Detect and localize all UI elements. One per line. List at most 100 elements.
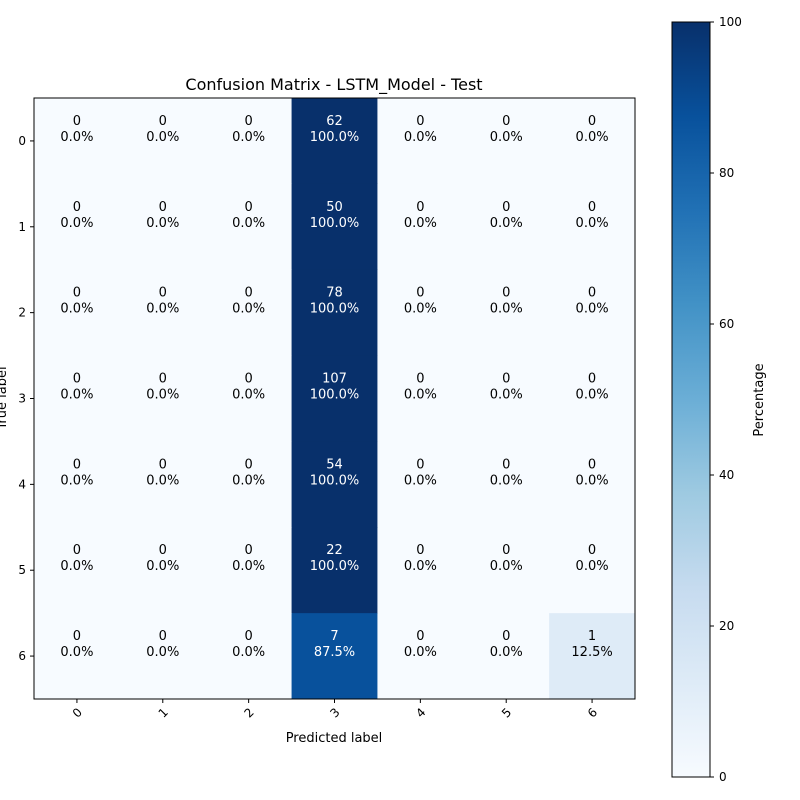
cell-count-label: 0	[416, 457, 424, 472]
colorbar-label: Percentage	[752, 363, 767, 436]
cell-count-label: 0	[73, 372, 81, 387]
heatmap-cell	[291, 98, 378, 185]
cell-count-label: 0	[159, 457, 167, 472]
x-tick-label: 3	[327, 705, 342, 720]
cell-percent-label: 0.0%	[404, 130, 437, 145]
cell-percent-label: 0.0%	[404, 216, 437, 231]
cell-percent-label: 87.5%	[314, 645, 355, 660]
cell-count-label: 0	[245, 543, 253, 558]
heatmap-cell	[549, 527, 636, 614]
cell-percent-label: 100.0%	[310, 216, 360, 231]
cell-count-label: 0	[159, 200, 167, 215]
cell-percent-label: 0.0%	[232, 473, 265, 488]
cell-percent-label: 100.0%	[310, 473, 360, 488]
cell-count-label: 0	[159, 372, 167, 387]
colorbar-tick-label: 40	[719, 468, 734, 482]
cell-percent-label: 0.0%	[404, 559, 437, 574]
x-axis-label: Predicted label	[286, 731, 383, 746]
cell-count-label: 0	[588, 200, 596, 215]
cell-count-label: 0	[73, 457, 81, 472]
cell-percent-label: 0.0%	[490, 302, 523, 317]
cell-count-label: 7	[330, 629, 338, 644]
heatmap-cell	[463, 613, 550, 700]
heatmap-cell	[549, 355, 636, 442]
cell-percent-label: 0.0%	[404, 473, 437, 488]
cell-percent-label: 0.0%	[60, 302, 93, 317]
heatmap-cell	[205, 527, 293, 614]
cell-percent-label: 0.0%	[60, 645, 93, 660]
heatmap-cell	[377, 183, 464, 271]
colorbar-tick-label: 20	[719, 619, 734, 633]
cell-count-label: 0	[416, 200, 424, 215]
heatmap-cell	[34, 183, 121, 271]
cell-count-label: 0	[245, 114, 253, 129]
cell-count-label: 0	[502, 372, 510, 387]
cell-count-label: 0	[416, 114, 424, 129]
cell-percent-label: 0.0%	[490, 645, 523, 660]
cell-count-label: 0	[245, 629, 253, 644]
y-axis-label: True label	[0, 366, 10, 430]
colorbar-tick-label: 80	[719, 166, 734, 180]
heatmap-cell	[463, 183, 550, 271]
cell-count-label: 0	[159, 286, 167, 301]
cell-count-label: 0	[245, 372, 253, 387]
cell-percent-label: 0.0%	[232, 388, 265, 403]
heatmap-cell	[463, 441, 550, 528]
cell-percent-label: 0.0%	[576, 302, 609, 317]
cell-count-label: 0	[159, 543, 167, 558]
heatmap-cell	[119, 98, 207, 185]
heatmap-cell	[291, 355, 378, 442]
cell-percent-label: 0.0%	[60, 473, 93, 488]
cell-percent-label: 0.0%	[490, 473, 523, 488]
cell-count-label: 0	[73, 286, 81, 301]
cell-count-label: 0	[502, 286, 510, 301]
cell-percent-label: 0.0%	[232, 559, 265, 574]
heatmap-cell	[549, 183, 636, 271]
plot-frame	[33, 97, 636, 700]
y-tick-label: 0	[18, 134, 26, 148]
cell-percent-label: 0.0%	[404, 302, 437, 317]
cell-percent-label: 0.0%	[146, 388, 179, 403]
y-tick-label: 4	[18, 477, 26, 491]
cell-percent-label: 0.0%	[60, 130, 93, 145]
heatmap-cell	[549, 98, 636, 185]
cell-percent-label: 0.0%	[146, 645, 179, 660]
cell-percent-label: 0.0%	[576, 473, 609, 488]
cell-percent-label: 0.0%	[490, 130, 523, 145]
heatmap-cell	[377, 613, 464, 700]
heatmap-cell	[205, 613, 293, 700]
cell-percent-label: 0.0%	[404, 645, 437, 660]
heatmap-cell	[205, 183, 293, 271]
y-tick-label: 6	[18, 649, 26, 663]
heatmap-cell	[549, 441, 636, 528]
cell-percent-label: 0.0%	[490, 216, 523, 231]
cell-count-label: 0	[416, 372, 424, 387]
heatmap-cell	[34, 98, 121, 185]
cell-percent-label: 0.0%	[576, 388, 609, 403]
heatmap-cell	[463, 527, 550, 614]
heatmap-cell	[119, 269, 207, 357]
x-tick-label: 5	[499, 705, 514, 720]
cell-percent-label: 0.0%	[232, 302, 265, 317]
cell-count-label: 0	[73, 629, 81, 644]
y-tick-label: 1	[18, 220, 26, 234]
cell-percent-label: 0.0%	[146, 130, 179, 145]
cell-count-label: 0	[416, 543, 424, 558]
heatmap-cell	[291, 441, 378, 528]
y-axis-ticks: 0 1 2 3 4 5 6	[18, 134, 34, 663]
cell-count-label: 0	[416, 629, 424, 644]
heatmap-cell	[291, 527, 378, 614]
cell-percent-label: 0.0%	[490, 388, 523, 403]
cell-count-label: 0	[73, 114, 81, 129]
heatmap-cell	[119, 613, 207, 700]
cell-count-label: 0	[73, 200, 81, 215]
cell-count-label: 0	[588, 543, 596, 558]
cell-percent-label: 0.0%	[60, 559, 93, 574]
heatmap-cell	[205, 355, 293, 442]
heatmap-cell	[549, 613, 636, 700]
heatmap-cell	[291, 269, 378, 357]
cell-percent-label: 0.0%	[576, 216, 609, 231]
cell-count-label: 0	[502, 629, 510, 644]
x-axis-ticks: 0 1 2 3 4 5 6	[70, 699, 600, 721]
